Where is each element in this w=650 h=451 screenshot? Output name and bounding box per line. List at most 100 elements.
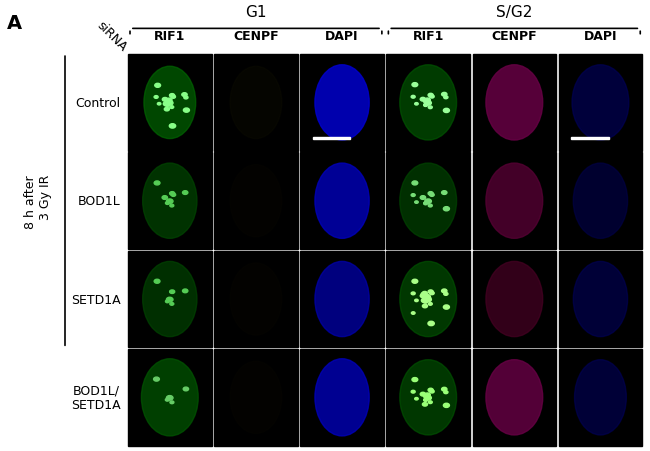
Ellipse shape <box>486 65 543 141</box>
Ellipse shape <box>412 182 418 185</box>
Text: Control: Control <box>75 97 120 110</box>
Ellipse shape <box>421 299 428 303</box>
Ellipse shape <box>428 106 432 110</box>
Ellipse shape <box>170 94 175 98</box>
Ellipse shape <box>428 322 434 326</box>
Ellipse shape <box>412 378 418 382</box>
Bar <box>214 153 298 249</box>
Ellipse shape <box>423 296 428 300</box>
Bar <box>128 251 212 347</box>
Ellipse shape <box>421 392 426 396</box>
Ellipse shape <box>411 312 415 315</box>
Ellipse shape <box>154 97 158 99</box>
Ellipse shape <box>444 391 448 394</box>
Ellipse shape <box>170 124 176 129</box>
Bar <box>214 55 298 152</box>
Ellipse shape <box>428 205 432 207</box>
Ellipse shape <box>142 262 197 337</box>
Bar <box>558 251 642 347</box>
Ellipse shape <box>423 100 428 104</box>
Ellipse shape <box>162 98 168 102</box>
Ellipse shape <box>315 359 369 436</box>
Ellipse shape <box>315 164 369 239</box>
Ellipse shape <box>230 263 282 336</box>
Ellipse shape <box>415 202 418 204</box>
Ellipse shape <box>166 300 170 303</box>
Ellipse shape <box>428 192 433 196</box>
Text: A: A <box>6 14 21 32</box>
Ellipse shape <box>430 96 434 99</box>
Ellipse shape <box>412 280 418 284</box>
Ellipse shape <box>421 196 426 200</box>
Ellipse shape <box>183 387 188 391</box>
Ellipse shape <box>163 102 170 107</box>
Ellipse shape <box>424 105 427 107</box>
Bar <box>313 138 350 140</box>
Bar <box>300 349 384 446</box>
Ellipse shape <box>142 359 198 436</box>
Bar <box>300 251 384 347</box>
Text: G1: G1 <box>245 5 266 20</box>
Ellipse shape <box>230 67 282 139</box>
Bar <box>571 138 609 140</box>
Ellipse shape <box>400 65 456 141</box>
Ellipse shape <box>428 388 433 392</box>
Text: RIF1: RIF1 <box>413 30 444 43</box>
Ellipse shape <box>425 101 432 106</box>
Ellipse shape <box>424 203 427 205</box>
Text: 8 h after
3 Gy IR: 8 h after 3 Gy IR <box>24 175 52 228</box>
Bar <box>386 153 470 249</box>
Text: RIF1: RIF1 <box>154 30 185 43</box>
Ellipse shape <box>411 391 415 393</box>
Ellipse shape <box>400 360 456 435</box>
Ellipse shape <box>230 361 282 433</box>
Bar <box>128 55 212 152</box>
Ellipse shape <box>425 298 432 302</box>
Ellipse shape <box>166 298 173 302</box>
Ellipse shape <box>411 194 415 197</box>
Text: SETD1A: SETD1A <box>71 293 120 306</box>
Ellipse shape <box>165 399 169 401</box>
Ellipse shape <box>573 262 628 337</box>
Ellipse shape <box>165 100 170 104</box>
Ellipse shape <box>170 290 175 294</box>
Ellipse shape <box>424 202 428 205</box>
Text: DAPI: DAPI <box>325 30 359 43</box>
Text: siRNA: siRNA <box>94 18 129 54</box>
Ellipse shape <box>430 194 434 197</box>
Bar <box>558 55 642 152</box>
Text: DAPI: DAPI <box>584 30 618 43</box>
Ellipse shape <box>170 401 174 404</box>
Ellipse shape <box>573 164 628 239</box>
Ellipse shape <box>441 290 447 293</box>
Ellipse shape <box>441 93 447 97</box>
Ellipse shape <box>422 292 427 295</box>
Ellipse shape <box>428 290 433 294</box>
Ellipse shape <box>412 83 418 87</box>
Ellipse shape <box>164 108 170 112</box>
Bar <box>386 251 470 347</box>
Ellipse shape <box>424 295 430 299</box>
Ellipse shape <box>422 304 428 308</box>
Ellipse shape <box>421 295 426 298</box>
Ellipse shape <box>424 99 430 103</box>
Ellipse shape <box>424 300 428 303</box>
Ellipse shape <box>426 297 431 300</box>
Ellipse shape <box>155 84 161 88</box>
Text: BOD1L: BOD1L <box>77 195 120 208</box>
Ellipse shape <box>430 390 434 393</box>
Ellipse shape <box>425 396 432 400</box>
Bar <box>214 251 298 347</box>
Ellipse shape <box>142 164 197 239</box>
Ellipse shape <box>166 99 172 103</box>
Ellipse shape <box>170 106 174 109</box>
Ellipse shape <box>400 164 456 239</box>
Ellipse shape <box>415 398 418 400</box>
Ellipse shape <box>144 67 196 139</box>
Ellipse shape <box>486 262 543 337</box>
Ellipse shape <box>443 207 449 212</box>
Ellipse shape <box>424 104 428 107</box>
Ellipse shape <box>315 65 369 141</box>
Ellipse shape <box>443 403 449 408</box>
Ellipse shape <box>183 191 188 195</box>
